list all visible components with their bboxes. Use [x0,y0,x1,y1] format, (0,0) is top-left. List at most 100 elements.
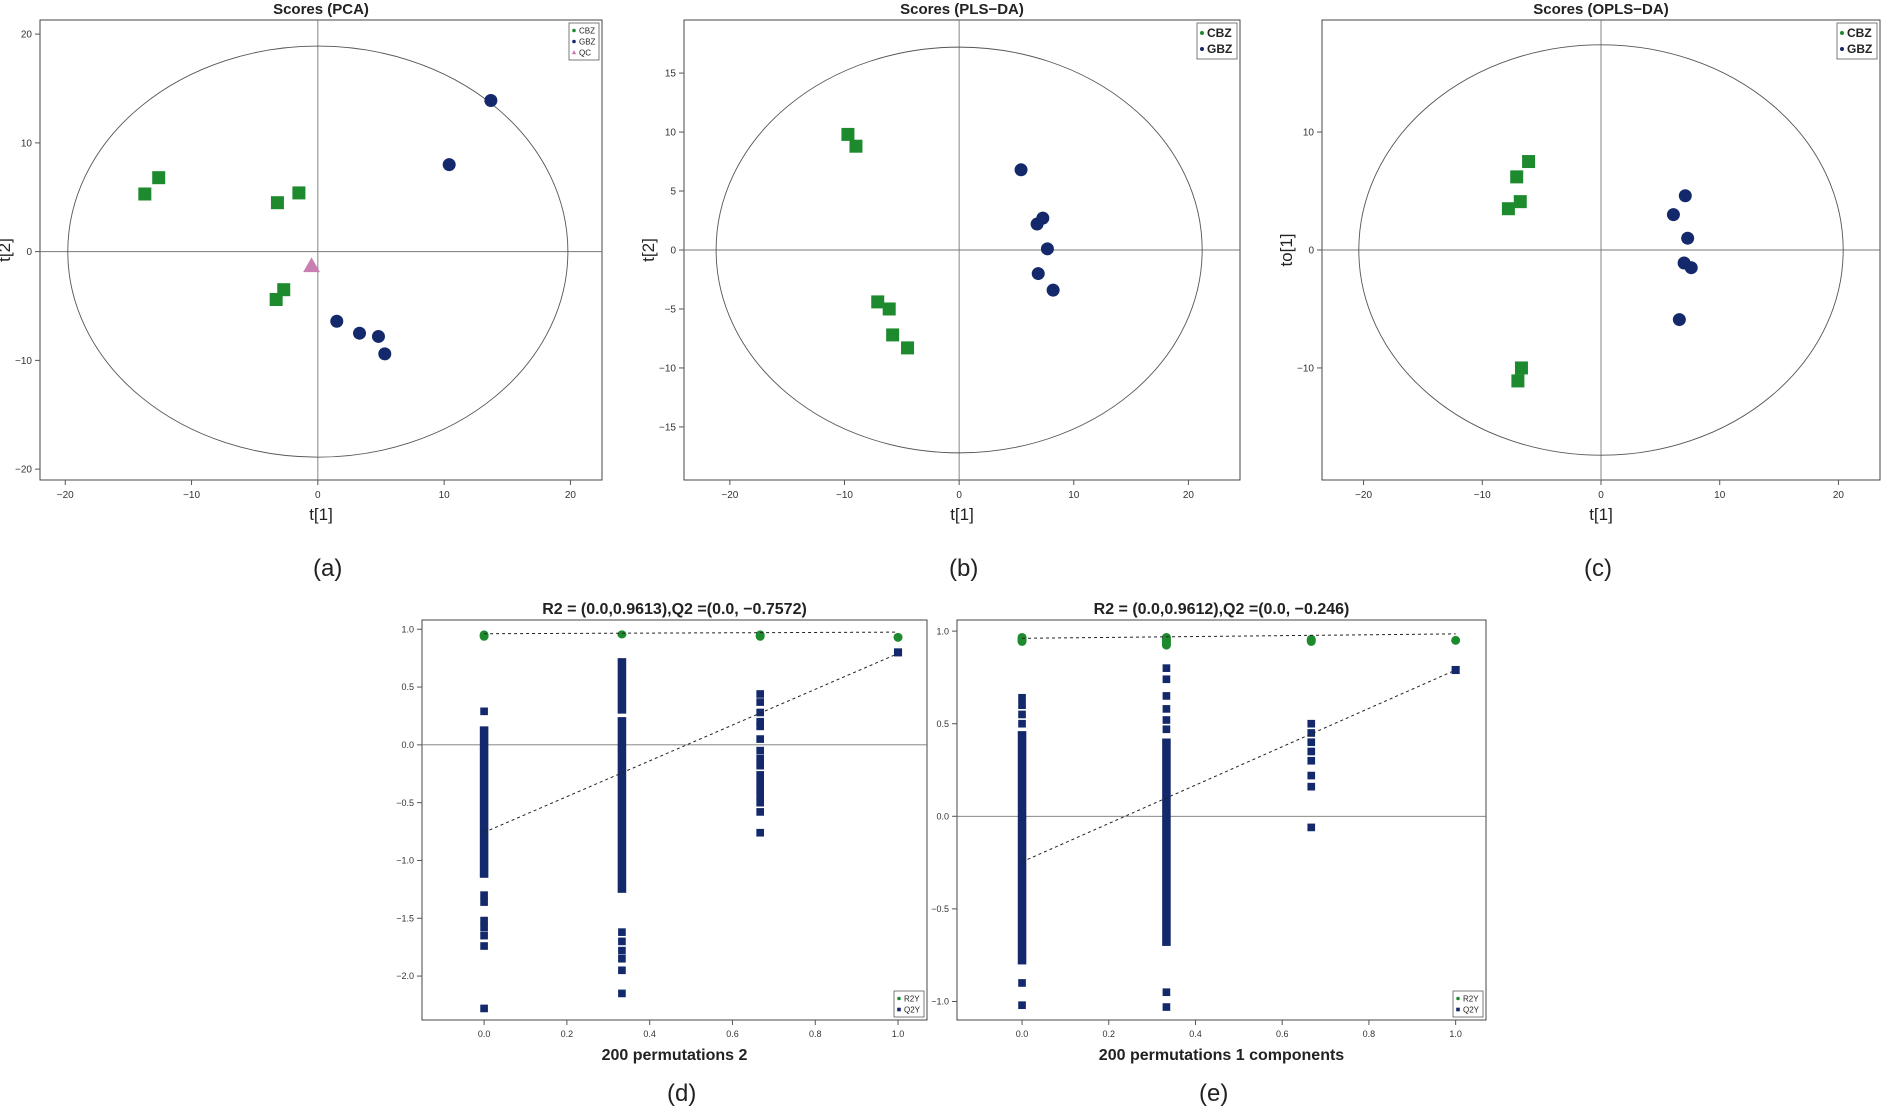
y-tick-label: 10 [1303,128,1315,139]
legend-marker [1840,31,1844,35]
q2y-point [756,771,765,779]
r2y-column [1306,634,1316,646]
q2y-point [756,708,765,717]
legend-label: CBZ [1207,26,1232,40]
point-gbz [1672,313,1686,327]
panel-label-e: (e) [1199,1080,1229,1107]
q2y-point [1307,823,1316,832]
q2y-point [480,1004,488,1013]
q2y-bar [1017,731,1027,965]
x-tick-label: 1.0 [1449,1029,1462,1039]
y-tick-label: 0.5 [401,682,414,692]
panel-label-c: (c) [1584,555,1612,582]
legend-box [1196,22,1238,60]
point-cbz [901,341,915,355]
q2y-point [1307,782,1316,791]
y-tick-label: 10 [21,138,33,149]
point-gbz [484,93,498,107]
q2y-point [1162,675,1171,684]
x-axis-label: t[1] [1589,505,1613,524]
x-tick-label: 10 [1714,490,1726,501]
legend-label: Q2Y [904,1005,921,1014]
point-cbz [152,171,166,185]
point-gbz [1681,231,1695,245]
q2y-point [618,989,626,998]
r2y-column [755,630,765,641]
legend-marker [1840,47,1844,51]
r2-regression-line [484,631,899,635]
chart-a: Scores (PCA) −20 −10 0 10 20 −20 −10 0 10 20 t[1] t[… [0,1,603,524]
y-tick-label: 1.0 [401,624,414,634]
q2y-point [756,735,765,743]
y-tick-label: 15 [665,69,677,80]
y-tick-label: 10 [665,128,677,139]
legend-marker [1456,1007,1460,1012]
y-tick-label: −10 [659,363,676,374]
confidence-ellipse [715,46,1203,454]
point-cbz [882,302,896,316]
q2y-point [1307,738,1316,747]
point-cbz [871,295,885,309]
legend: CBZ GBZ QC [568,22,600,61]
y-tick-label: 1.0 [936,626,949,636]
x-tick-label: 0.2 [561,1029,574,1039]
q2y-original [1451,665,1460,675]
q2y-point [618,692,626,701]
q2y-point [1307,719,1316,728]
legend-marker [572,28,576,33]
chart-b: Scores (PLS−DA) −20 −10 0 10 20 −15 −10 −5 0 5 10 15… [639,1,1241,524]
x-tick-label: −10 [183,490,200,501]
legend: CBZ GBZ [1836,22,1878,60]
x-tick-label: 0.6 [726,1029,739,1039]
q2y-point [756,754,765,763]
q2-regression-line [1021,669,1456,863]
q2y-point [618,928,626,936]
q2y-point [1162,692,1171,700]
confidence-ellipse [1358,44,1844,456]
y-tick-label: 0.5 [936,719,949,729]
point-cbz [270,196,284,210]
q2y-point [756,778,765,786]
r2-regression-line [1022,633,1456,639]
chart-title: R2 = (0.0,0.9612),Q2 =(0.0, −0.246) [1094,601,1350,618]
x-tick-label: 0 [956,490,962,501]
x-tick-label: 0.2 [1103,1029,1116,1039]
r2y-original [1451,635,1461,645]
point-cbz [1513,195,1527,209]
q2y-bar [1162,738,1171,946]
point-cbz [277,283,291,297]
point-cbz [1514,361,1528,375]
point-cbz [138,187,152,201]
point-cbz [841,127,855,141]
y-axis-label: t[2] [639,238,658,262]
legend: CBZ GBZ [1196,22,1238,60]
point-cbz [1501,202,1515,216]
legend-marker [897,996,901,1001]
q2y-point [1018,1001,1026,1010]
legend-box [1836,22,1878,60]
x-tick-label: 0 [315,490,321,501]
q2y-point [756,761,765,770]
y-tick-label: −1.0 [396,856,414,866]
plot-frame [39,19,603,481]
x-tick-label: −10 [1474,490,1491,501]
legend-label: GBZ [579,37,596,46]
x-tick-label: 0 [1598,490,1604,501]
legend-label: R2Y [1463,994,1479,1003]
q2y-point [756,722,765,731]
x-tick-label: −20 [57,490,74,501]
legend-box [893,990,925,1018]
q2y-point [480,916,488,925]
r2y-column [617,630,627,639]
y-tick-label: −10 [15,356,32,367]
x-tick-label: 10 [439,490,451,501]
legend-label: GBZ [1847,42,1872,56]
chart-e: R2 = (0.0,0.9612),Q2 =(0.0, −0.246) 0.0 0.… [931,601,1487,1064]
q2y-point [1162,705,1171,713]
point-gbz [1666,208,1680,222]
r2y-original [893,632,903,642]
point-cbz [886,328,900,342]
